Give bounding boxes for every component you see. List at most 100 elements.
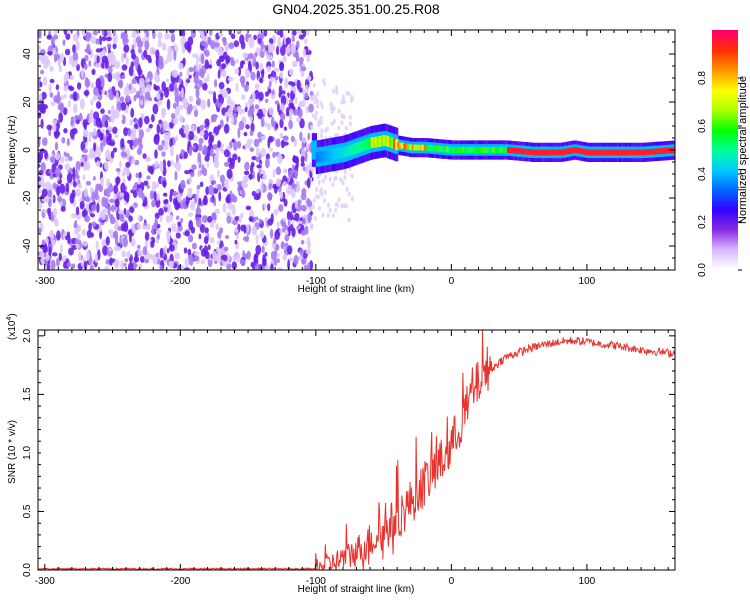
halo-speckle xyxy=(317,179,321,185)
noise-speckle xyxy=(286,210,291,221)
noise-speckle xyxy=(172,69,178,78)
ridge-core xyxy=(427,145,431,151)
ridge-core xyxy=(352,143,356,155)
noise-speckle xyxy=(225,212,232,217)
noise-speckle xyxy=(144,115,150,125)
noise-speckle xyxy=(123,262,127,267)
noise-speckle xyxy=(263,203,267,209)
noise-speckle xyxy=(120,260,125,270)
noise-speckle xyxy=(169,193,173,203)
noise-speckle xyxy=(91,68,96,75)
noise-speckle xyxy=(235,58,239,64)
colorbar-swatch xyxy=(712,258,738,261)
noise-speckle xyxy=(300,100,306,108)
noise-speckle xyxy=(74,219,78,229)
halo-speckle xyxy=(320,133,323,139)
noise-speckle xyxy=(300,239,305,245)
noise-speckle xyxy=(251,190,257,197)
noise-speckle xyxy=(71,263,76,269)
noise-speckle xyxy=(207,37,212,46)
noise-speckle xyxy=(145,156,151,162)
colorbar-swatch xyxy=(712,100,738,103)
noise-speckle xyxy=(38,112,42,119)
noise-speckle xyxy=(163,245,168,254)
noise-speckle xyxy=(304,92,309,100)
ridge-core xyxy=(460,147,464,153)
colorbar-swatch xyxy=(712,158,738,161)
ridge-core xyxy=(439,146,444,152)
noise-speckle xyxy=(200,248,207,257)
noise-speckle xyxy=(226,168,233,179)
colorbar-swatch xyxy=(712,30,738,33)
noise-speckle xyxy=(95,240,99,250)
colorbar-swatch xyxy=(712,44,738,47)
noise-speckle xyxy=(112,30,116,36)
noise-speckle xyxy=(137,188,144,198)
ridge-core xyxy=(547,149,551,156)
colorbar-swatch xyxy=(712,174,738,177)
noise-speckle xyxy=(286,186,292,195)
noise-speckle xyxy=(163,199,169,205)
ridge-core xyxy=(610,149,614,156)
noise-speckle xyxy=(275,123,279,130)
noise-speckle xyxy=(69,193,75,204)
colorbar-swatch xyxy=(712,232,738,235)
colorbar-swatch xyxy=(712,254,738,257)
noise-speckle xyxy=(153,83,157,91)
colorbar-swatch xyxy=(712,64,738,67)
colorbar-swatch xyxy=(712,142,738,145)
noise-speckle xyxy=(108,65,113,75)
noise-speckle xyxy=(297,108,303,118)
colorbar-swatch xyxy=(712,192,738,195)
noise-speckle xyxy=(100,177,104,187)
noise-speckle xyxy=(124,258,129,263)
noise-speckle xyxy=(255,234,259,245)
ridge-core xyxy=(555,149,559,156)
noise-speckle xyxy=(130,131,136,141)
ridge-core xyxy=(533,149,537,156)
noise-speckle xyxy=(49,92,54,98)
noise-speckle xyxy=(55,84,60,91)
noise-speckle xyxy=(67,100,71,108)
noise-speckle xyxy=(101,55,108,64)
halo-speckle xyxy=(341,180,345,186)
noise-speckle xyxy=(258,137,262,143)
noise-speckle xyxy=(178,83,182,92)
halo-speckle xyxy=(344,125,348,131)
ridge-core xyxy=(519,148,523,155)
noise-speckle xyxy=(207,90,214,95)
colorbar-swatch xyxy=(712,202,738,205)
ridge-core xyxy=(665,147,669,154)
halo-speckle xyxy=(339,177,343,183)
ridge-core xyxy=(344,146,348,158)
noise-speckle xyxy=(223,123,230,134)
colorbar-swatch xyxy=(712,60,738,63)
noise-speckle xyxy=(239,60,244,69)
y-tick-label: 0 xyxy=(22,147,33,153)
noise-speckle xyxy=(167,45,174,55)
noise-speckle xyxy=(138,47,142,54)
noise-speckle xyxy=(150,240,155,248)
x-tick-label: -300 xyxy=(35,276,55,287)
noise-speckle xyxy=(309,260,314,270)
ridge-core xyxy=(561,149,565,155)
noise-speckle xyxy=(226,115,230,123)
colorbar-swatch xyxy=(712,140,738,143)
noise-speckle xyxy=(91,36,96,44)
noise-speckle xyxy=(200,99,207,110)
noise-speckle xyxy=(174,170,178,181)
noise-speckle xyxy=(169,145,174,157)
noise-speckle xyxy=(123,44,130,53)
noise-speckle xyxy=(50,36,55,48)
noise-speckle xyxy=(277,102,280,113)
noise-speckle xyxy=(202,83,208,91)
noise-speckle xyxy=(57,195,62,203)
noise-speckle xyxy=(241,188,245,199)
noise-speckle xyxy=(43,252,47,258)
noise-speckle xyxy=(102,136,106,147)
noise-speckle xyxy=(290,81,296,87)
colorbar-swatch xyxy=(712,146,738,149)
noise-speckle xyxy=(213,161,220,169)
noise-speckle xyxy=(249,129,254,137)
noise-speckle xyxy=(129,119,134,126)
